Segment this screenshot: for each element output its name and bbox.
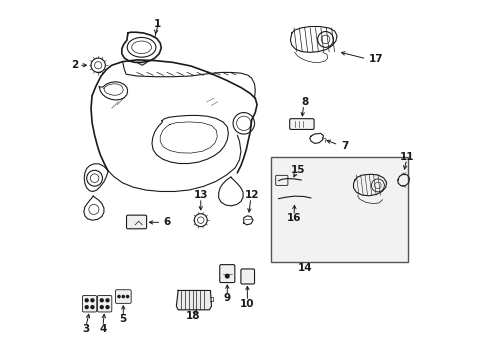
Text: 6: 6 [163, 217, 171, 227]
Text: 12: 12 [244, 190, 258, 201]
Text: 4: 4 [99, 324, 106, 334]
Text: 17: 17 [368, 54, 383, 64]
Circle shape [105, 298, 109, 302]
Circle shape [100, 305, 104, 309]
Circle shape [121, 295, 125, 298]
Text: 8: 8 [301, 97, 308, 107]
Text: 13: 13 [193, 190, 207, 201]
FancyBboxPatch shape [115, 290, 131, 303]
Polygon shape [176, 291, 211, 310]
Circle shape [224, 274, 229, 279]
Text: 14: 14 [298, 263, 312, 273]
Circle shape [125, 295, 129, 298]
Text: 15: 15 [290, 165, 304, 175]
Circle shape [105, 305, 109, 309]
Text: 11: 11 [399, 152, 413, 162]
Text: 1: 1 [154, 19, 161, 30]
Circle shape [84, 305, 89, 309]
FancyBboxPatch shape [97, 296, 112, 312]
FancyBboxPatch shape [82, 296, 97, 312]
Circle shape [84, 298, 89, 302]
FancyBboxPatch shape [126, 215, 146, 229]
Text: 16: 16 [286, 213, 301, 223]
Text: 5: 5 [120, 315, 127, 324]
Text: 2: 2 [71, 60, 79, 70]
Bar [271, 157, 407, 262]
Text: 7: 7 [341, 141, 348, 151]
FancyBboxPatch shape [289, 119, 313, 130]
FancyBboxPatch shape [241, 269, 254, 284]
Circle shape [90, 298, 94, 302]
Text: 10: 10 [240, 299, 254, 309]
Text: 3: 3 [82, 324, 89, 334]
Text: 9: 9 [224, 293, 230, 303]
Text: 18: 18 [185, 311, 200, 320]
Circle shape [90, 305, 94, 309]
FancyBboxPatch shape [219, 265, 234, 283]
Circle shape [100, 298, 104, 302]
Circle shape [117, 295, 121, 298]
